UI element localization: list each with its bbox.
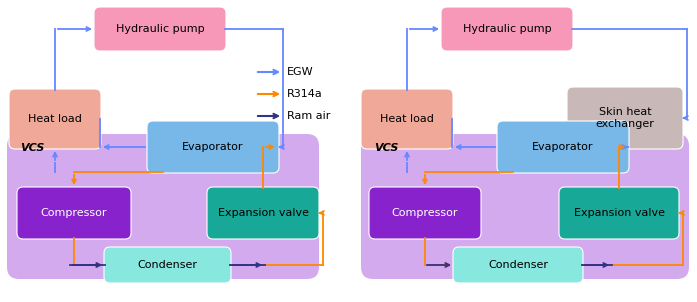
FancyBboxPatch shape (94, 7, 226, 51)
Text: Compressor: Compressor (392, 208, 458, 218)
Text: Expansion valve: Expansion valve (217, 208, 309, 218)
Text: Evaporator: Evaporator (533, 142, 594, 152)
FancyBboxPatch shape (361, 89, 453, 149)
FancyBboxPatch shape (441, 7, 573, 51)
Text: Hydraulic pump: Hydraulic pump (116, 24, 204, 34)
FancyBboxPatch shape (497, 121, 629, 173)
Text: EGW: EGW (287, 67, 314, 77)
Text: Heat load: Heat load (380, 114, 434, 124)
FancyBboxPatch shape (559, 187, 679, 239)
Text: Expansion valve: Expansion valve (574, 208, 664, 218)
FancyBboxPatch shape (369, 187, 481, 239)
FancyBboxPatch shape (207, 187, 319, 239)
Text: Ram air: Ram air (287, 111, 330, 121)
Text: Evaporator: Evaporator (182, 142, 244, 152)
Text: Heat load: Heat load (28, 114, 82, 124)
FancyBboxPatch shape (567, 87, 683, 149)
Text: Hydraulic pump: Hydraulic pump (463, 24, 551, 34)
FancyBboxPatch shape (9, 89, 101, 149)
FancyBboxPatch shape (361, 134, 689, 279)
FancyBboxPatch shape (7, 134, 319, 279)
Text: VCS: VCS (374, 143, 399, 153)
Text: Skin heat
exchanger: Skin heat exchanger (595, 107, 654, 129)
FancyBboxPatch shape (104, 247, 231, 283)
Text: R314a: R314a (287, 89, 323, 99)
Text: VCS: VCS (20, 143, 45, 153)
FancyBboxPatch shape (147, 121, 279, 173)
Text: Condenser: Condenser (137, 260, 197, 270)
FancyBboxPatch shape (17, 187, 131, 239)
Text: Condenser: Condenser (488, 260, 548, 270)
FancyBboxPatch shape (453, 247, 583, 283)
Text: Compressor: Compressor (40, 208, 107, 218)
